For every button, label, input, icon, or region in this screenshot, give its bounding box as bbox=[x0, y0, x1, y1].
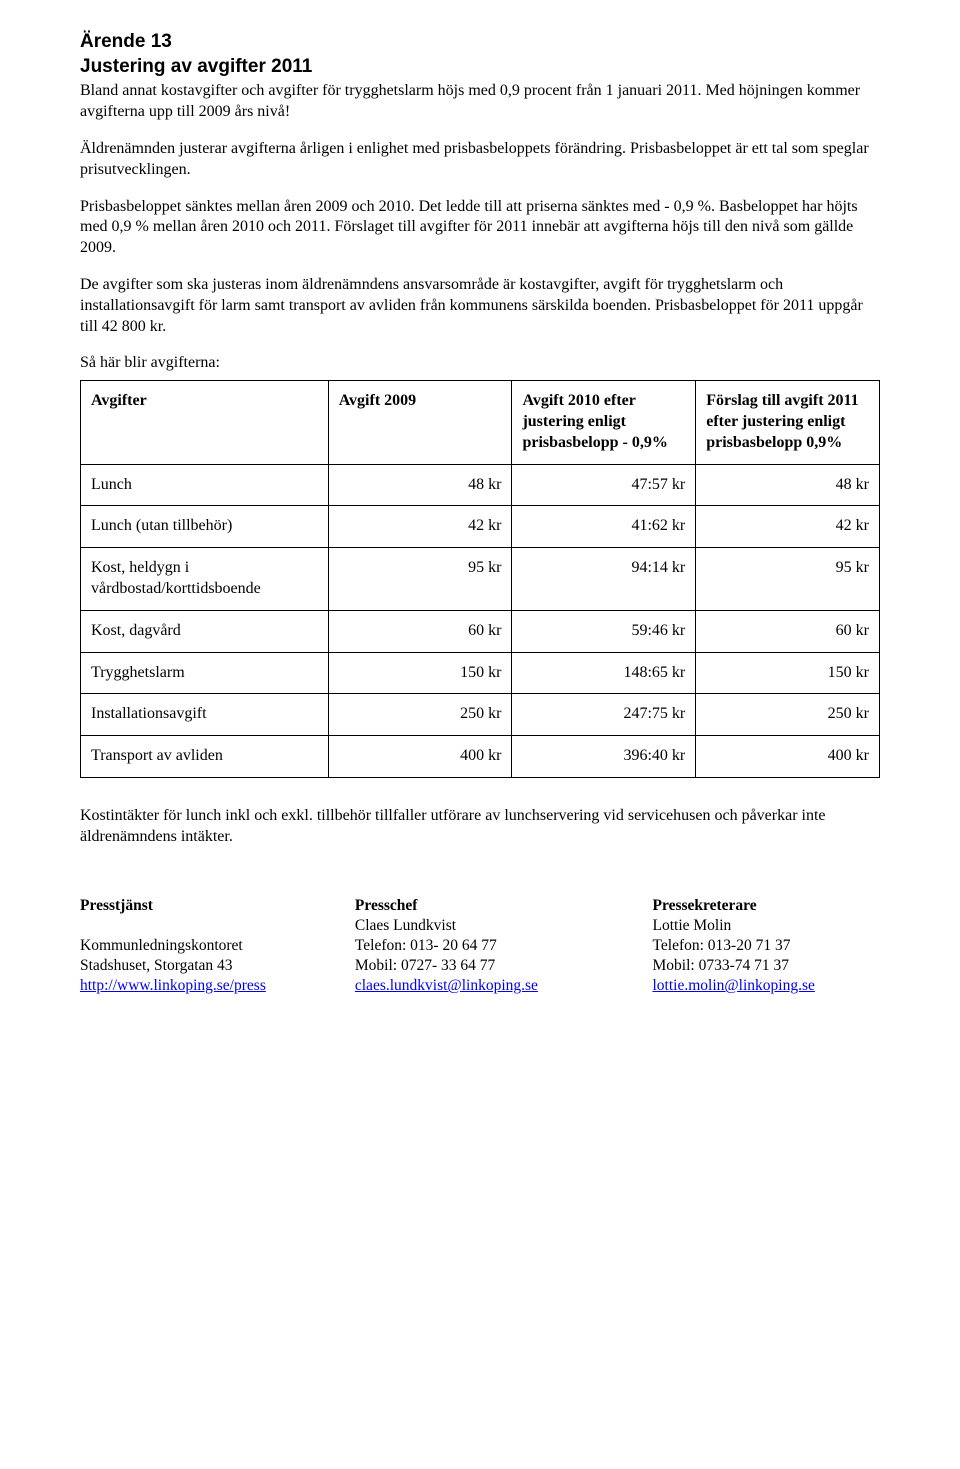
footer-mobile: Mobil: 0727- 33 64 77 bbox=[355, 957, 495, 974]
footer-blank bbox=[80, 917, 84, 934]
footer-col-press-chief: Presschef Claes Lundkvist Telefon: 013- … bbox=[355, 896, 617, 997]
footer-col-press-secretary: Pressekreterare Lottie Molin Telefon: 01… bbox=[653, 896, 881, 997]
table-header-avgifter: Avgifter bbox=[81, 381, 329, 464]
fee-label: Kost, heldygn i vårdbostad/korttidsboend… bbox=[81, 548, 329, 611]
fee-2009: 42 kr bbox=[328, 506, 512, 548]
fee-label: Kost, dagvård bbox=[81, 610, 329, 652]
fee-2011: 95 kr bbox=[696, 548, 880, 611]
fee-2011: 250 kr bbox=[696, 694, 880, 736]
fee-2011: 150 kr bbox=[696, 652, 880, 694]
fee-2009: 48 kr bbox=[328, 464, 512, 506]
footer-name: Claes Lundkvist bbox=[355, 917, 456, 934]
fee-2009: 95 kr bbox=[328, 548, 512, 611]
footer-name: Lottie Molin bbox=[653, 917, 732, 934]
fee-2009: 60 kr bbox=[328, 610, 512, 652]
footer-phone: Telefon: 013- 20 64 77 bbox=[355, 937, 497, 954]
fee-label: Lunch (utan tillbehör) bbox=[81, 506, 329, 548]
fee-2010: 47:57 kr bbox=[512, 464, 696, 506]
fee-2011: 400 kr bbox=[696, 736, 880, 778]
fee-label: Lunch bbox=[81, 464, 329, 506]
fee-2011: 42 kr bbox=[696, 506, 880, 548]
intro-paragraph: Bland annat kostavgifter och avgifter fö… bbox=[80, 81, 880, 123]
table-row: Transport av avliden 400 kr 396:40 kr 40… bbox=[81, 736, 880, 778]
heading-title: Justering av avgifter 2011 bbox=[80, 55, 880, 80]
footer-link-press[interactable]: http://www.linkoping.se/press bbox=[80, 977, 266, 994]
table-row: Lunch 48 kr 47:57 kr 48 kr bbox=[81, 464, 880, 506]
table-row: Kost, dagvård 60 kr 59:46 kr 60 kr bbox=[81, 610, 880, 652]
footer-role: Presstjänst bbox=[80, 896, 319, 916]
footer-role: Presschef bbox=[355, 896, 617, 916]
fee-2009: 400 kr bbox=[328, 736, 512, 778]
footer-email-link[interactable]: lottie.molin@linkoping.se bbox=[653, 977, 815, 994]
footer-phone: Telefon: 013-20 71 37 bbox=[653, 937, 791, 954]
footer-line: Kommunledningskontoret bbox=[80, 937, 243, 954]
fee-2011: 60 kr bbox=[696, 610, 880, 652]
footer-mobile: Mobil: 0733-74 71 37 bbox=[653, 957, 790, 974]
fee-2009: 150 kr bbox=[328, 652, 512, 694]
paragraph-2: Prisbasbeloppet sänktes mellan åren 2009… bbox=[80, 197, 880, 259]
fee-2010: 94:14 kr bbox=[512, 548, 696, 611]
table-header-row: Avgifter Avgift 2009 Avgift 2010 efter j… bbox=[81, 381, 880, 464]
fee-2010: 41:62 kr bbox=[512, 506, 696, 548]
footer-col-press-service: Presstjänst Kommunledningskontoret Stads… bbox=[80, 896, 319, 997]
table-row: Trygghetslarm 150 kr 148:65 kr 150 kr bbox=[81, 652, 880, 694]
heading-arende: Ärende 13 bbox=[80, 30, 880, 55]
footer-email-link[interactable]: claes.lundkvist@linkoping.se bbox=[355, 977, 538, 994]
fee-label: Transport av avliden bbox=[81, 736, 329, 778]
paragraph-1: Äldrenämnden justerar avgifterna årligen… bbox=[80, 139, 880, 181]
table-header-2010: Avgift 2010 efter justering enligt prisb… bbox=[512, 381, 696, 464]
document-page: Ärende 13 Justering av avgifter 2011 Bla… bbox=[40, 0, 920, 1036]
paragraph-3: De avgifter som ska justeras inom äldren… bbox=[80, 275, 880, 337]
fee-label: Installationsavgift bbox=[81, 694, 329, 736]
table-row: Installationsavgift 250 kr 247:75 kr 250… bbox=[81, 694, 880, 736]
fee-2011: 48 kr bbox=[696, 464, 880, 506]
footer-role: Pressekreterare bbox=[653, 896, 881, 916]
table-header-2011: Förslag till avgift 2011 efter justering… bbox=[696, 381, 880, 464]
fee-label: Trygghetslarm bbox=[81, 652, 329, 694]
fee-2009: 250 kr bbox=[328, 694, 512, 736]
table-row: Lunch (utan tillbehör) 42 kr 41:62 kr 42… bbox=[81, 506, 880, 548]
footer-line: Stadshuset, Storgatan 43 bbox=[80, 957, 233, 974]
table-lead: Så här blir avgifterna: bbox=[80, 353, 880, 374]
closing-paragraph: Kostintäkter för lunch inkl och exkl. ti… bbox=[80, 806, 880, 848]
fee-2010: 59:46 kr bbox=[512, 610, 696, 652]
press-footer: Presstjänst Kommunledningskontoret Stads… bbox=[80, 896, 880, 997]
fee-2010: 396:40 kr bbox=[512, 736, 696, 778]
table-header-2009: Avgift 2009 bbox=[328, 381, 512, 464]
fee-2010: 247:75 kr bbox=[512, 694, 696, 736]
fee-2010: 148:65 kr bbox=[512, 652, 696, 694]
table-row: Kost, heldygn i vårdbostad/korttidsboend… bbox=[81, 548, 880, 611]
fees-table: Avgifter Avgift 2009 Avgift 2010 efter j… bbox=[80, 380, 880, 778]
